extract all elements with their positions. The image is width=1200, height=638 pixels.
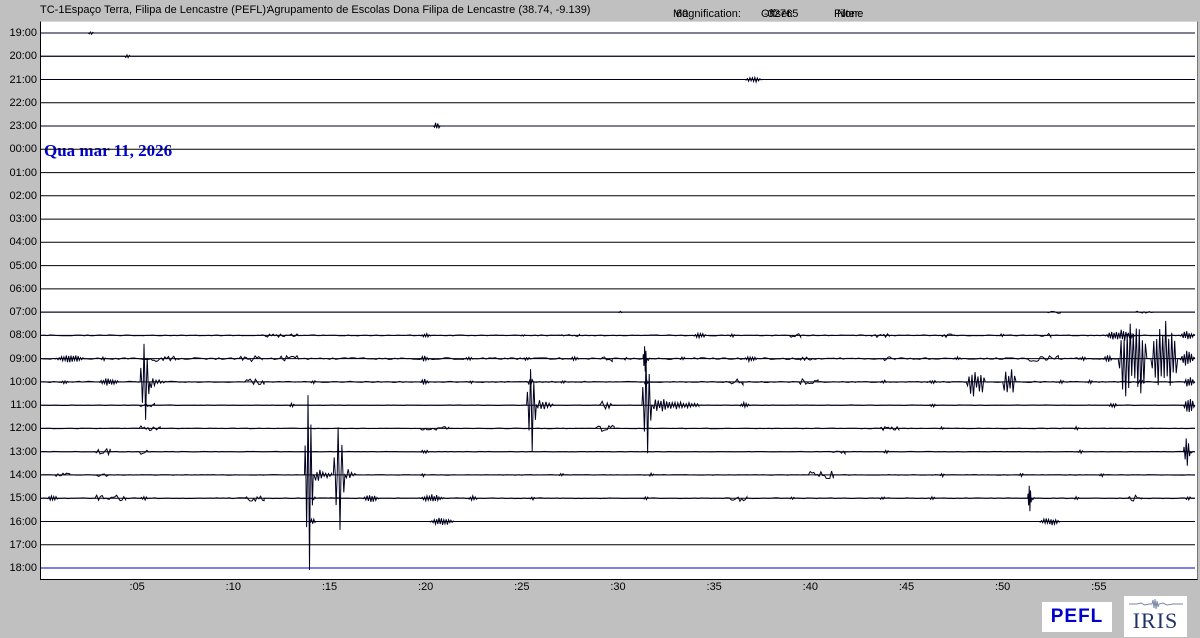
- minute-tick-label: :40: [802, 581, 818, 593]
- hour-label: 02:00: [9, 189, 37, 202]
- filter-status: Filter: None: [834, 8, 864, 20]
- minute-tick-label: :30: [610, 581, 626, 593]
- magnification-status: Magnification: 60: [673, 8, 741, 20]
- hour-label: 12:00: [9, 422, 37, 435]
- hour-label: 11:00: [10, 399, 37, 412]
- magnification-value: 60: [676, 8, 689, 20]
- hour-label: 14:00: [9, 468, 37, 481]
- hour-label: 10:00: [9, 375, 37, 388]
- minute-tick-label: :15: [321, 581, 338, 593]
- minute-tick-label: :20: [418, 581, 434, 593]
- hour-label: 19:00: [9, 27, 37, 39]
- minute-tick-label: :35: [706, 581, 722, 593]
- filter-value: None: [837, 8, 864, 20]
- iris-logo: IRIS: [1124, 596, 1187, 637]
- helicorder-plot-area[interactable]: [40, 21, 1198, 580]
- hour-label: 08:00: [9, 329, 37, 342]
- pefl-label: PEFL: [1050, 606, 1104, 627]
- hour-label: 09:00: [9, 352, 37, 365]
- network-title: Agrupamento de Escolas Dona Filipa de Le…: [267, 4, 591, 16]
- date-annotation: Qua mar 11, 2026: [44, 141, 173, 160]
- hour-label: 17:00: [9, 538, 37, 551]
- offset-value: -32765: [764, 8, 799, 20]
- hour-label: 07:00: [9, 306, 37, 319]
- hour-label: 06:00: [9, 282, 37, 295]
- iris-seismogram-icon: [1128, 599, 1183, 609]
- hour-label: 04:00: [9, 236, 37, 249]
- hour-label: 15:00: [9, 492, 37, 505]
- hour-label: 21:00: [9, 73, 37, 86]
- hour-label: 20:00: [9, 50, 37, 63]
- hour-label: 01:00: [9, 166, 37, 179]
- hour-label: 23:00: [9, 120, 37, 132]
- hour-label: 16:00: [9, 515, 37, 528]
- minute-tick-label: :55: [1091, 581, 1107, 593]
- station-title: TC-1Espaço Terra, Filipa de Lencastre (P…: [40, 4, 270, 16]
- minute-tick-label: :10: [225, 581, 241, 593]
- offset-status: Offset: -32765: [761, 8, 799, 20]
- hour-label: 13:00: [9, 445, 37, 458]
- minute-tick-label: :25: [514, 581, 530, 593]
- hour-label: 03:00: [9, 213, 37, 226]
- hour-label: 18:00: [9, 562, 37, 574]
- hour-label: 05:00: [9, 259, 37, 272]
- iris-label: IRIS: [1132, 608, 1179, 633]
- minute-tick-label: :05: [129, 581, 145, 593]
- minute-tick-label: :45: [898, 581, 915, 593]
- minute-tick-label: :50: [995, 581, 1011, 593]
- hour-label: 22:00: [9, 96, 37, 109]
- hour-label: 00:00: [9, 143, 37, 156]
- pefl-station-badge: PEFL: [1042, 602, 1112, 632]
